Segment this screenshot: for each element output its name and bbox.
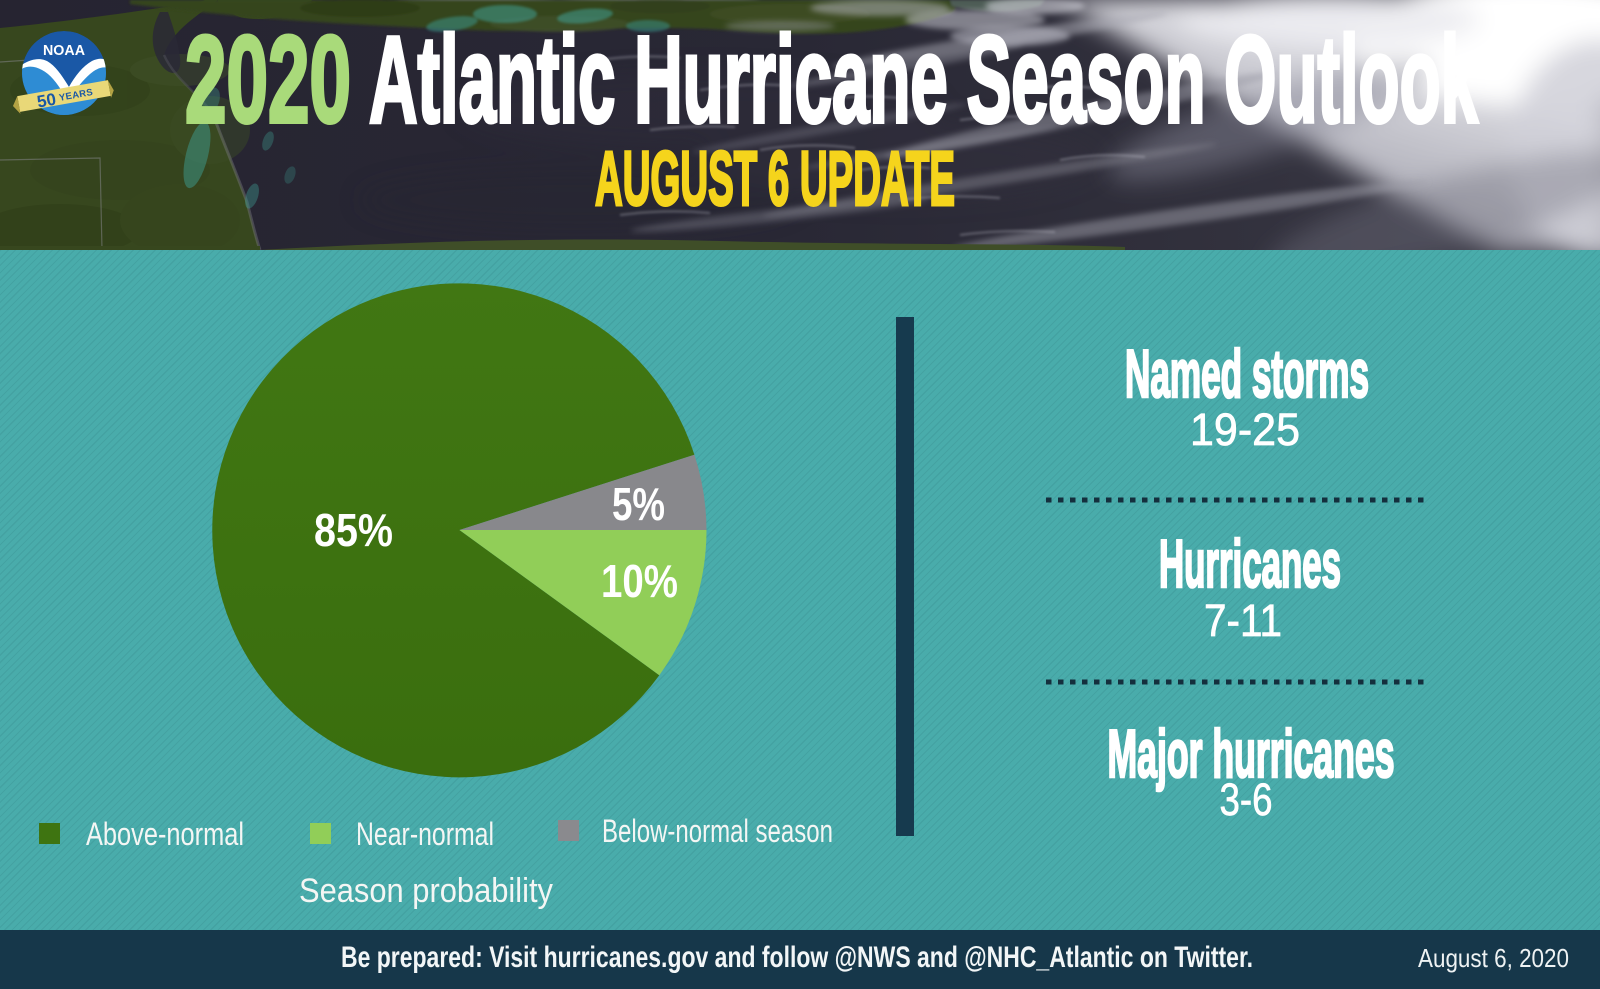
svg-text:7-11: 7-11: [1204, 595, 1282, 646]
svg-text:Named storms: Named storms: [1125, 336, 1369, 412]
svg-text:Season probability: Season probability: [299, 872, 553, 910]
svg-text:Atlantic Hurricane Season Outl: Atlantic Hurricane Season Outlook: [369, 12, 1478, 149]
svg-text:10%: 10%: [601, 555, 678, 607]
svg-text:Hurricanes: Hurricanes: [1159, 526, 1341, 602]
svg-text:Near-normal: Near-normal: [356, 816, 494, 852]
svg-text:50: 50: [36, 90, 58, 112]
svg-text:Below-normal season: Below-normal season: [602, 813, 833, 849]
svg-text:2020: 2020: [185, 12, 351, 149]
svg-text:5%: 5%: [612, 478, 665, 530]
svg-text:Above-normal: Above-normal: [86, 816, 244, 852]
svg-text:August 6, 2020: August 6, 2020: [1418, 943, 1569, 973]
svg-text:NOAA: NOAA: [43, 43, 86, 59]
svg-text:Be prepared: Visit hurricanes.: Be prepared: Visit hurricanes.gov and fo…: [341, 941, 1253, 974]
svg-text:19-25: 19-25: [1190, 404, 1300, 455]
svg-text:85%: 85%: [314, 504, 393, 556]
svg-text:Major hurricanes: Major hurricanes: [1108, 716, 1395, 792]
svg-text:3-6: 3-6: [1220, 774, 1273, 825]
svg-text:AUGUST 6 UPDATE: AUGUST 6 UPDATE: [595, 136, 955, 222]
